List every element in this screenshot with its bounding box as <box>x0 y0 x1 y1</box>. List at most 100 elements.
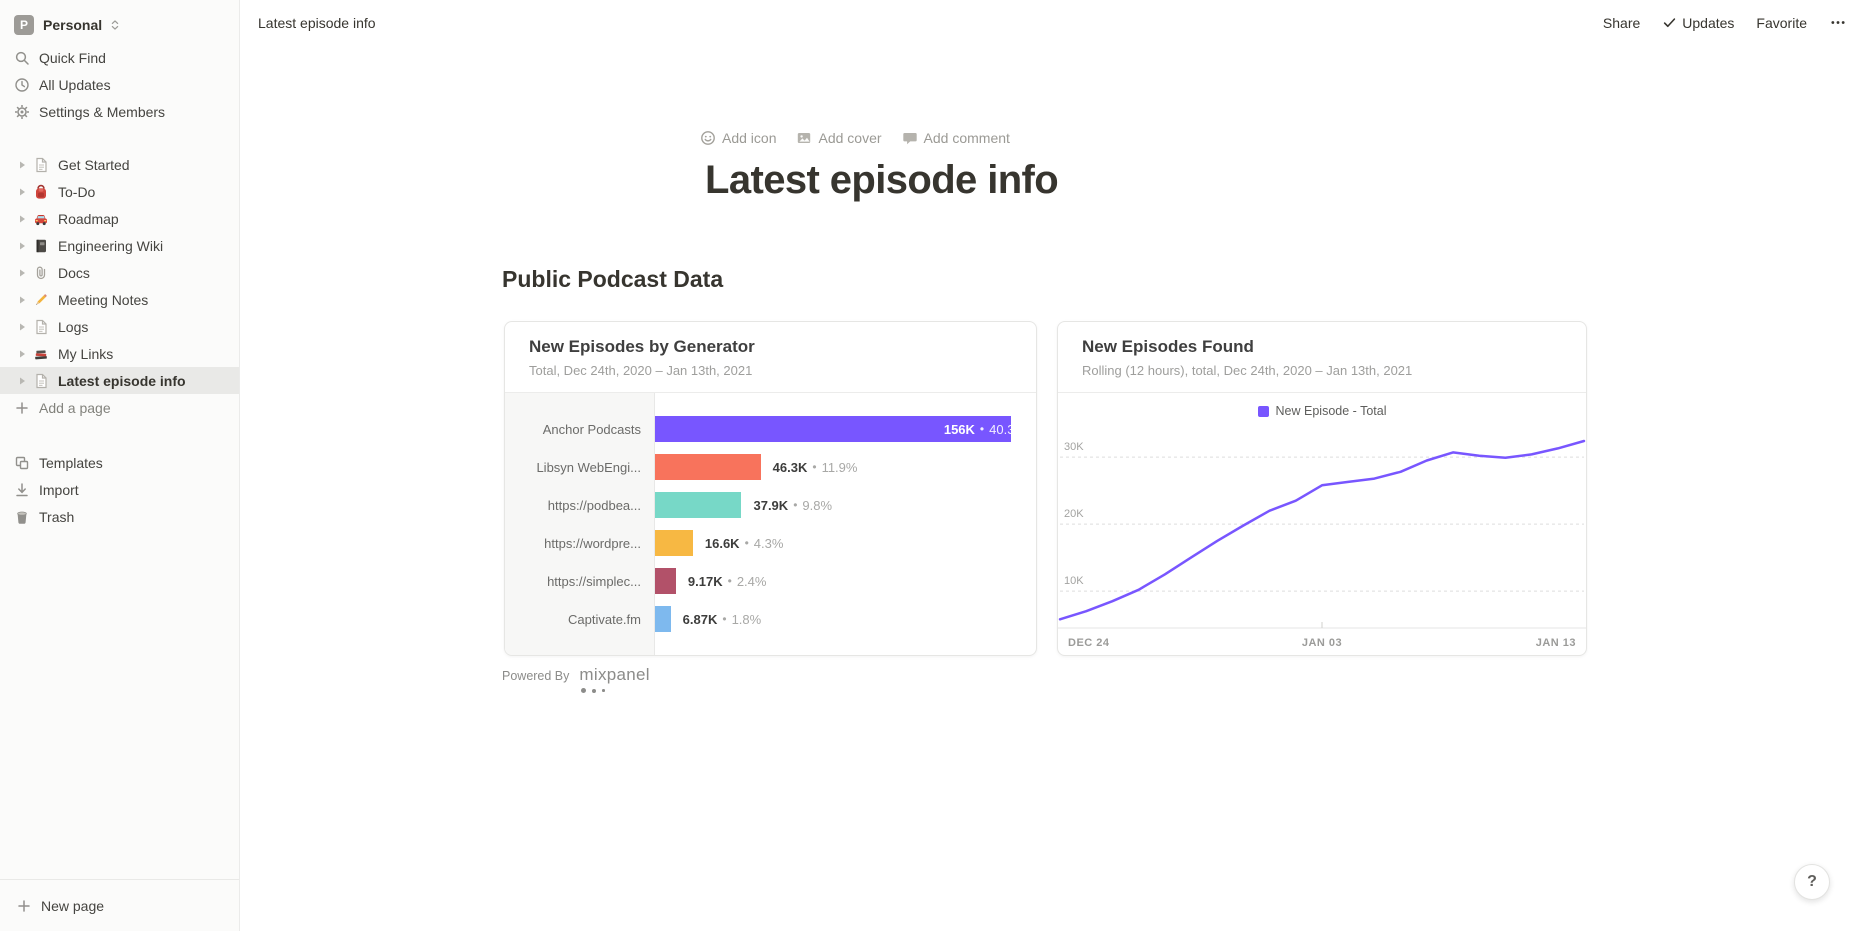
bar[interactable] <box>655 454 761 480</box>
toggle-triangle-icon[interactable] <box>14 292 30 308</box>
bar-value-label: 16.6K • 4.3% <box>704 535 784 551</box>
sidebar-item-docs[interactable]: Docs <box>0 259 239 286</box>
bar[interactable] <box>655 606 671 632</box>
bar-value-label: 46.3K • 11.9% <box>772 459 858 475</box>
bar[interactable] <box>655 530 693 556</box>
sidebar-item-label: All Updates <box>39 76 111 93</box>
sidebar-item-label: Latest episode info <box>58 372 186 389</box>
notebook-icon <box>33 238 49 254</box>
topbar: Latest episode info Share Updates Favori… <box>240 0 1863 45</box>
line-chart-header: New Episodes Found Rolling (12 hours), t… <box>1058 322 1586 393</box>
bar-track: 37.9K • 9.8% <box>655 492 1036 518</box>
image-icon <box>796 130 812 146</box>
bar[interactable] <box>655 568 676 594</box>
add-a-page-button[interactable]: Add a page <box>0 394 239 421</box>
page-title[interactable]: Latest episode info <box>705 158 1059 202</box>
sidebar-item-settings-members[interactable]: Settings & Members <box>0 98 239 125</box>
bar-row: https://simplec... 9.17K • 2.4% <box>505 562 1036 600</box>
sidebar-item-label: Engineering Wiki <box>58 237 164 254</box>
check-icon <box>1662 15 1677 30</box>
bar-category-label: Anchor Podcasts <box>542 421 641 437</box>
help-button[interactable]: ? <box>1794 864 1830 900</box>
updates-button[interactable]: Updates <box>1662 15 1734 31</box>
new-page-button[interactable]: New page <box>0 879 239 931</box>
sidebar-item-quick-find[interactable]: Quick Find <box>0 44 239 71</box>
mixpanel-wordmark: mixpanel <box>579 665 650 684</box>
toggle-triangle-icon[interactable] <box>14 265 30 281</box>
more-menu-button[interactable] <box>1829 15 1847 30</box>
y-axis-tick-label: 10K <box>1064 575 1084 587</box>
toggle-triangle-icon[interactable] <box>14 184 30 200</box>
toggle-triangle-icon[interactable] <box>14 157 30 173</box>
bar-chart-plot[interactable]: Anchor Podcasts 156K • 40.3% Libsyn WebEngi.… <box>505 393 1036 655</box>
bar-value-label: 6.87K • 1.8% <box>682 611 762 627</box>
sidebar-item-roadmap[interactable]: Roadmap <box>0 205 239 232</box>
share-button[interactable]: Share <box>1603 15 1640 31</box>
sidebar-item-label: Meeting Notes <box>58 291 149 308</box>
bar-category-label: Captivate.fm <box>568 611 641 627</box>
import-icon <box>14 482 30 498</box>
workspace-avatar: P <box>14 15 34 35</box>
bar-category-label: https://wordpre... <box>544 535 641 551</box>
legend-label: New Episode - Total <box>1275 404 1387 418</box>
plus-icon <box>14 400 30 416</box>
bar-row: https://podbea... 37.9K • 9.8% <box>505 486 1036 524</box>
updates-label: Updates <box>1682 14 1735 31</box>
control-label: Add comment <box>923 130 1010 146</box>
toggle-triangle-icon[interactable] <box>14 238 30 254</box>
books-icon <box>33 346 49 362</box>
legend-swatch <box>1257 405 1269 417</box>
toggle-triangle-icon[interactable] <box>14 346 30 362</box>
breadcrumb[interactable]: Latest episode info <box>258 14 376 31</box>
bar[interactable] <box>655 416 1011 442</box>
x-axis-tick-label: JAN 03 <box>1302 637 1342 649</box>
sidebar-item-latest-episode-info[interactable]: Latest episode info <box>0 367 239 394</box>
bar-chart-title: New Episodes by Generator <box>529 337 755 356</box>
sidebar-item-meeting-notes[interactable]: Meeting Notes <box>0 286 239 313</box>
bar-track: 156K • 40.3% <box>655 416 1036 442</box>
bar-value-label: 37.9K • 9.8% <box>753 497 833 513</box>
add-icon-button[interactable]: Add icon <box>700 130 776 146</box>
favorite-button[interactable]: Favorite <box>1756 15 1807 31</box>
toggle-triangle-icon[interactable] <box>14 319 30 335</box>
powered-by-mixpanel-link[interactable]: Powered By mixpanel <box>502 665 650 693</box>
bar-row: Captivate.fm 6.87K • 1.8% <box>505 600 1036 638</box>
sidebar-item-import[interactable]: Import <box>0 476 239 503</box>
sidebar-item-templates[interactable]: Templates <box>0 449 239 476</box>
sidebar-item-label: Docs <box>58 264 90 281</box>
line-chart-svg: 10K 20K 30K DEC 24 JAN 03 JAN 13 <box>1058 439 1586 649</box>
sidebar-item-to-do[interactable]: To-Do <box>0 178 239 205</box>
car-icon <box>33 211 49 227</box>
doc-icon <box>33 157 49 173</box>
add-comment-button[interactable]: Add comment <box>902 130 1010 146</box>
pencil-icon <box>33 292 49 308</box>
bar-chart-card: New Episodes by Generator Total, Dec 24t… <box>504 321 1037 656</box>
templates-icon <box>14 455 30 471</box>
y-axis-tick-label: 30K <box>1064 441 1084 453</box>
toggle-triangle-icon[interactable] <box>14 373 30 389</box>
sidebar-item-trash[interactable]: Trash <box>0 503 239 530</box>
section-heading[interactable]: Public Podcast Data <box>502 266 724 292</box>
bar-category-label: Libsyn WebEngi... <box>536 459 641 475</box>
line-chart-plot[interactable]: New Episode - Total 10K 20K 30K DEC 24 JAN 0… <box>1058 393 1586 655</box>
add-a-page-label: Add a page <box>39 399 111 416</box>
toggle-triangle-icon[interactable] <box>14 211 30 227</box>
sidebar-item-label: Trash <box>39 508 75 525</box>
line-chart-title: New Episodes Found <box>1082 337 1254 356</box>
bar-row: https://wordpre... 16.6K • 4.3% <box>505 524 1036 562</box>
sidebar-item-engineering-wiki[interactable]: Engineering Wiki <box>0 232 239 259</box>
sidebar-item-label: Get Started <box>58 156 130 173</box>
bar-value-label: 9.17K • 2.4% <box>687 573 767 589</box>
bar[interactable] <box>655 492 742 518</box>
workspace-switcher[interactable]: P Personal <box>6 10 233 40</box>
bar-chart-subtitle: Total, Dec 24th, 2020 – Jan 13th, 2021 <box>529 363 753 378</box>
sidebar-item-logs[interactable]: Logs <box>0 313 239 340</box>
sidebar-item-all-updates[interactable]: All Updates <box>0 71 239 98</box>
sidebar-item-get-started[interactable]: Get Started <box>0 151 239 178</box>
sidebar-item-my-links[interactable]: My Links <box>0 340 239 367</box>
add-cover-button[interactable]: Add cover <box>796 130 882 146</box>
line-series[interactable] <box>1058 439 1586 621</box>
backpack-icon <box>33 184 49 200</box>
sidebar-item-label: My Links <box>58 345 114 362</box>
legend-item[interactable]: New Episode - Total <box>1058 404 1586 418</box>
